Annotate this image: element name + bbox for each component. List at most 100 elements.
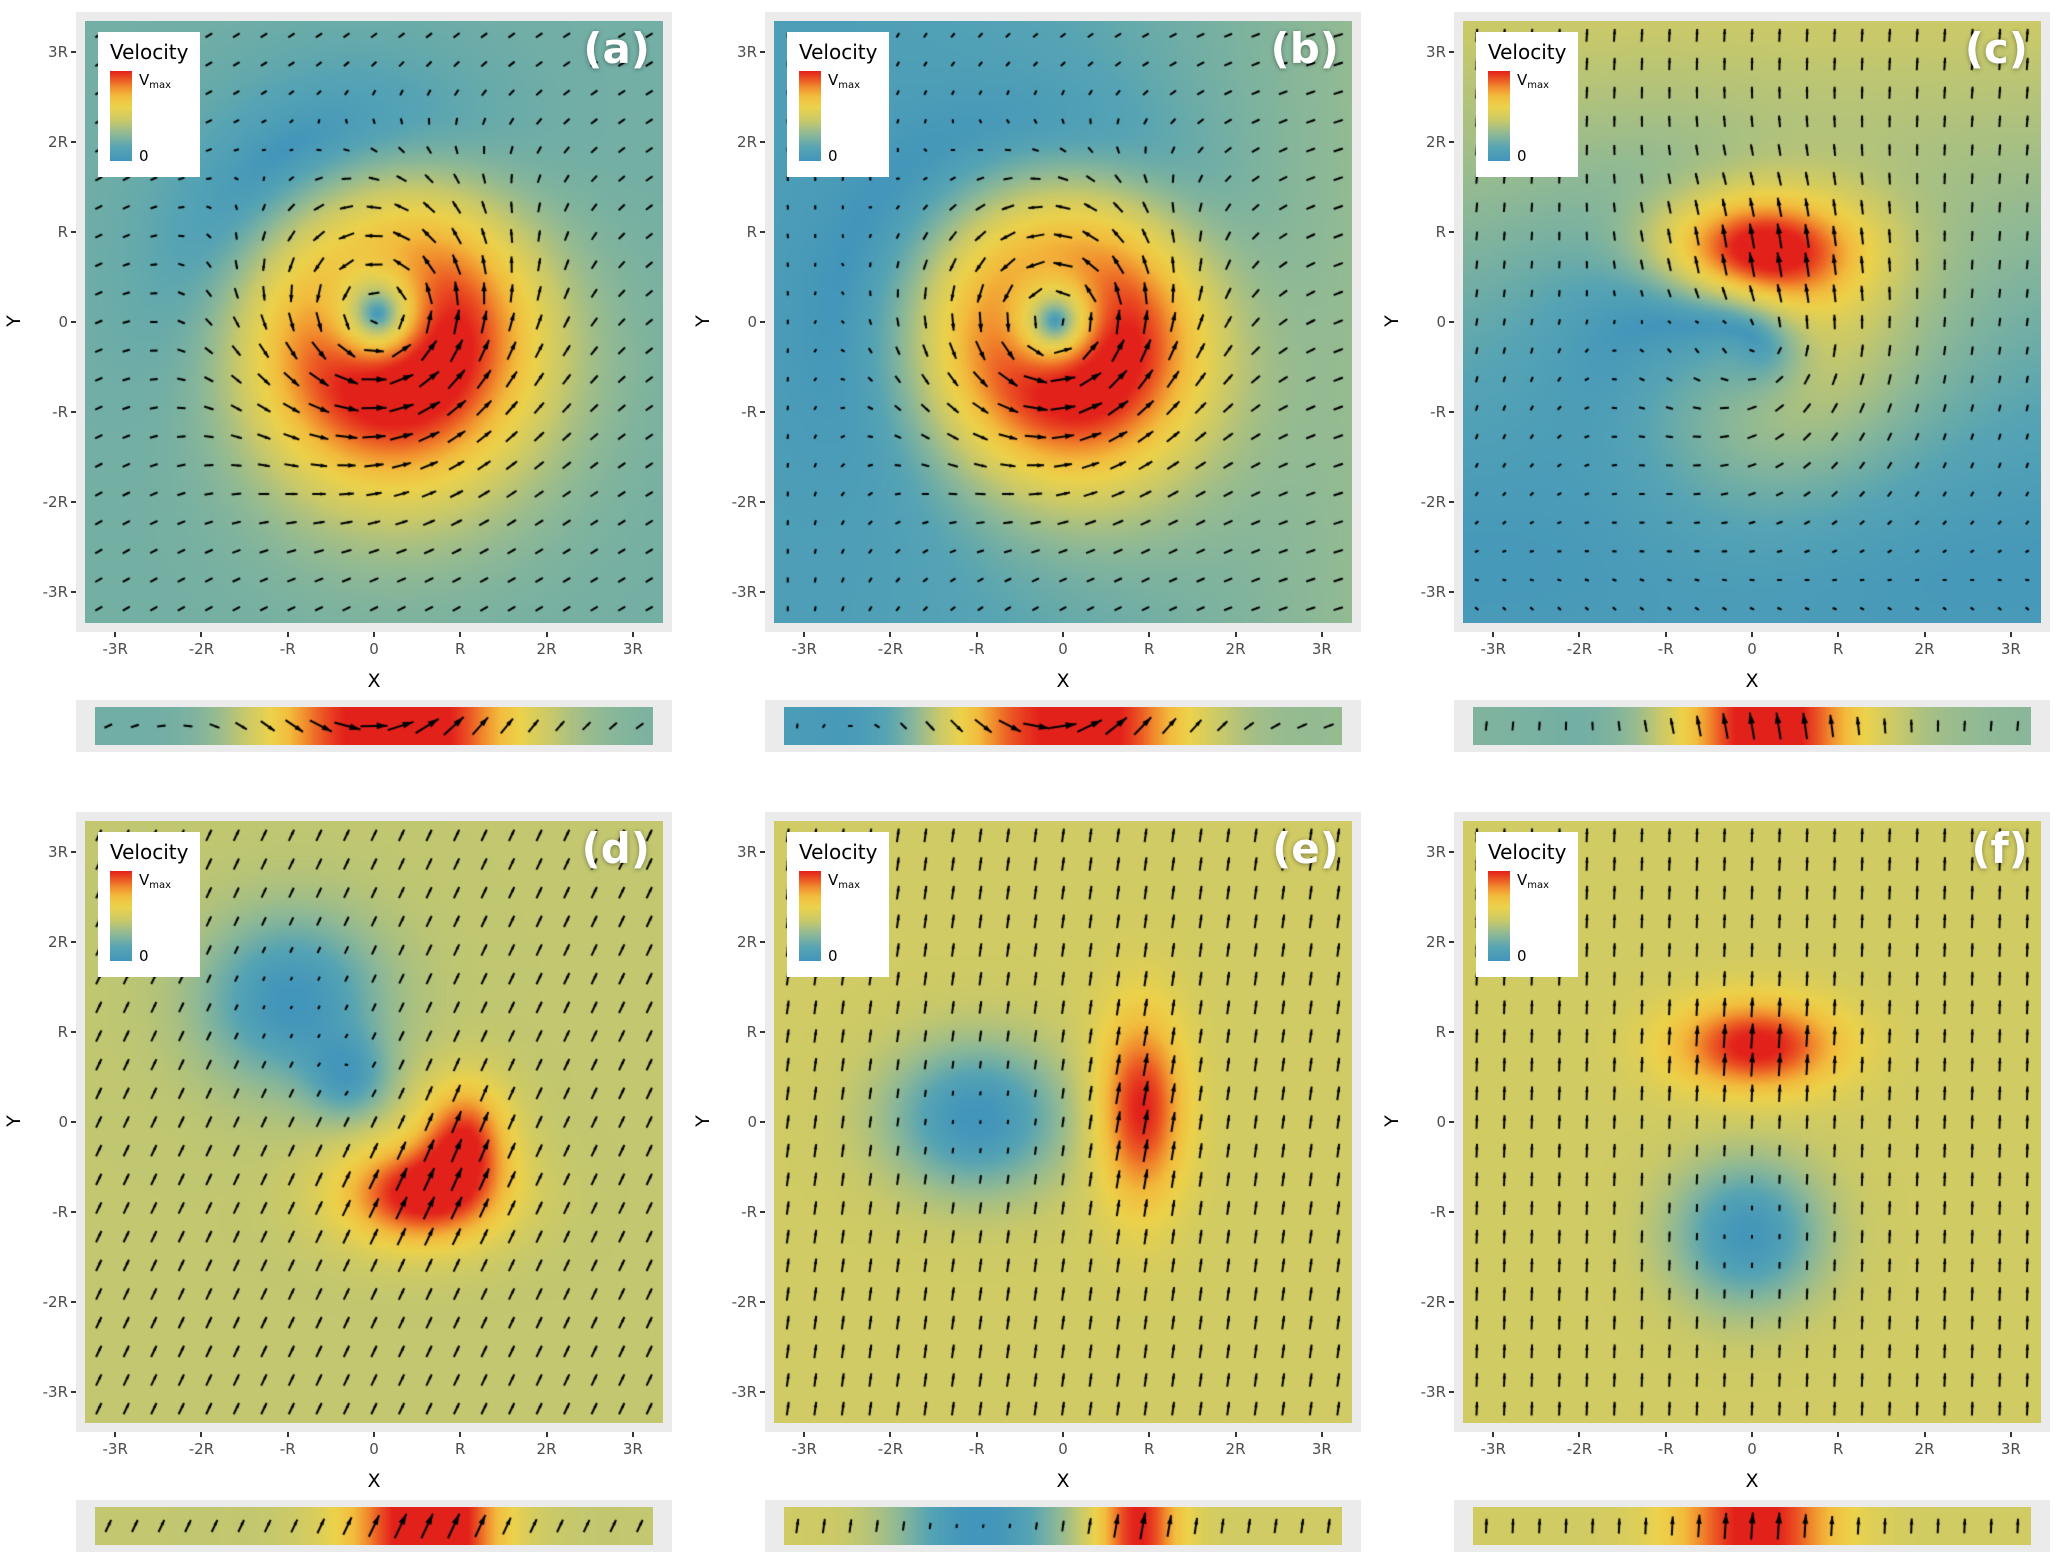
x-tick-mark [1664,632,1667,637]
x-tick-mark [286,1432,289,1437]
x-tick-label: 2R [536,640,557,658]
slice-strip [1454,700,2050,752]
x-tick-label: R [1144,640,1155,658]
x-tick-mark [631,1432,634,1437]
y-tick-label: R [1435,1023,1446,1042]
y-tick-mark [71,1300,76,1303]
panel: Y Velocity Vmax 0 (c) X -3R -2R -R 0 R 2R 3R 3R… [1378,12,2067,762]
y-tick-label: -2R [731,492,757,511]
y-tick-mark [1449,51,1454,54]
legend-labels: Vmax 0 [828,71,860,165]
x-tick-label: -3R [102,640,128,658]
x-axis-title: X [1056,1470,1070,1492]
y-tick-label: 3R [737,843,757,862]
legend-colorbar [799,871,821,961]
x-tick-label: 0 [369,640,379,658]
legend-title: Velocity [110,40,189,64]
legend-labels: Vmax 0 [1517,871,1549,965]
legend-colorbar [1488,71,1510,161]
x-axis-title: X [1745,1470,1759,1492]
x-tick-label: 2R [1225,1440,1246,1458]
y-tick-label: -R [1430,1202,1446,1221]
y-tick-mark [760,1390,765,1393]
legend-max-main: V [1517,871,1528,889]
y-tick-mark [71,500,76,503]
y-tick-label: -2R [42,1292,68,1311]
y-tick-label: -3R [731,1382,757,1401]
x-tick-label: 3R [2000,640,2021,658]
y-tick-label: 0 [58,1113,68,1131]
legend-labels: Vmax 0 [1517,71,1549,165]
x-tick-mark [1148,1432,1151,1437]
x-axis-title: X [1745,670,1759,692]
panel-letter-label: (c) [1964,24,2028,73]
y-tick-mark [71,51,76,54]
panel: Y Velocity Vmax 0 (d) X -3R -2R -R 0 R 2R 3R 3R… [0,812,689,1562]
y-tick-label: 3R [737,43,757,62]
y-tick-label: -R [741,1202,757,1221]
y-tick-mark [1449,231,1454,234]
x-tick-label: 0 [1747,640,1757,658]
panel-letter-label: (a) [583,24,650,73]
x-tick-label: -3R [791,1440,817,1458]
legend-labels: Vmax 0 [139,871,171,965]
y-tick-mark [760,500,765,503]
x-tick-label: -2R [877,1440,904,1458]
y-tick-mark [1449,1031,1454,1034]
x-tick-mark [631,632,634,637]
x-tick-label: 2R [1914,640,1935,658]
y-tick-mark [71,1121,76,1123]
panel: Y Velocity Vmax 0 (e) X -3R -2R -R 0 R 2R 3R 3R… [689,812,1378,1562]
legend-colorbar [1488,871,1510,961]
y-tick-label: -2R [731,1292,757,1311]
x-tick-mark [1148,632,1151,637]
x-tick-label: -R [1657,640,1674,658]
x-tick-mark [1320,632,1323,637]
x-tick-label: -2R [188,640,215,658]
y-tick-mark [1449,851,1454,854]
x-tick-label: -2R [877,640,904,658]
x-tick-label: -3R [1480,1440,1506,1458]
x-tick-mark [1664,1432,1667,1437]
slice-strip [76,700,672,752]
legend-max-main: V [139,871,150,889]
y-tick-label: 2R [48,133,68,152]
plot-area: Velocity Vmax 0 (b) [765,12,1361,632]
x-tick-mark [1578,632,1581,637]
y-tick-mark [71,141,76,144]
panel-group-d: Y Velocity Vmax 0 (d) X -3R -2R -R 0 R 2R 3R 3R… [0,770,689,1552]
x-tick-mark [1492,632,1495,637]
panel: Y Velocity Vmax 0 (b) X -3R -2R -R 0 R 2R 3R 3R… [689,12,1378,762]
legend-max-main: V [828,871,839,889]
x-tick-mark [373,632,375,637]
y-tick-label: 3R [48,43,68,62]
legend-title: Velocity [799,40,878,64]
x-tick-label: 3R [622,1440,643,1458]
legend-colorbar [110,71,132,161]
legend-max-main: V [139,71,150,89]
plot-area: Velocity Vmax 0 (f) [1454,812,2050,1432]
x-tick-mark [1751,1432,1753,1437]
panel-letter-label: (f) [1971,824,2028,873]
y-tick-mark [760,231,765,234]
x-tick-mark [803,1432,806,1437]
legend-max-label: Vmax [828,871,860,891]
x-tick-label: R [1144,1440,1155,1458]
y-tick-label: -2R [1420,1292,1446,1311]
panel-group-b: Y Velocity Vmax 0 (b) X -3R -2R -R 0 R 2R 3R 3R… [689,0,1378,770]
plot-area: Velocity Vmax 0 (e) [765,812,1361,1432]
x-tick-label: R [1833,1440,1844,1458]
x-tick-mark [1837,632,1840,637]
y-tick-label: -2R [1420,492,1446,511]
y-tick-mark [71,321,76,323]
y-tick-mark [1449,321,1454,323]
y-tick-mark [760,51,765,54]
legend-max-subscript: max [1527,80,1550,91]
legend-max-label: Vmax [139,71,171,91]
legend-min-label: 0 [139,147,149,165]
y-tick-label: 0 [58,313,68,331]
x-tick-mark [1751,632,1753,637]
x-tick-label: -R [279,1440,296,1458]
x-tick-mark [1320,1432,1323,1437]
